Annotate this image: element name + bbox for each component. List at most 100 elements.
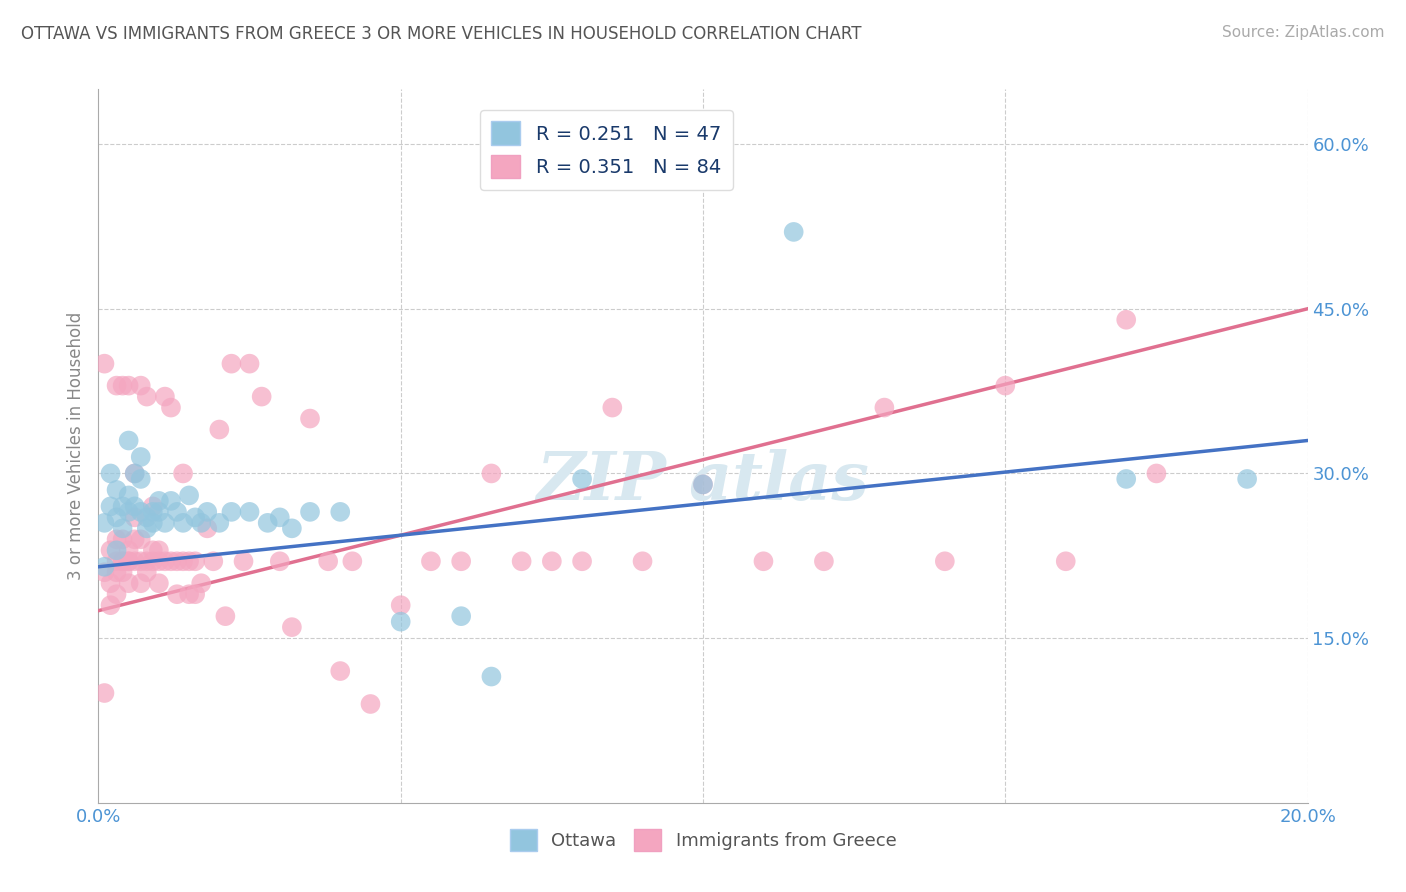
Point (299, 505, 322, 519)
Point (184, 554, 207, 568)
Point (129, 450, 152, 464)
Point (166, 587, 188, 601)
Point (571, 472, 593, 486)
Point (239, 357, 262, 371)
Point (783, 225, 806, 239)
Point (153, 516, 176, 530)
Point (111, 566, 134, 580)
Point (571, 554, 593, 568)
Point (93, 686, 115, 700)
Point (124, 533, 146, 547)
Point (142, 500, 165, 514)
Point (256, 516, 278, 530)
Point (118, 488, 141, 502)
Point (172, 554, 194, 568)
Point (93, 566, 115, 580)
Point (153, 554, 176, 568)
Point (179, 587, 201, 601)
Point (172, 516, 194, 530)
Point (1054, 554, 1077, 568)
Point (160, 401, 183, 415)
Point (118, 576, 141, 591)
Point (153, 390, 176, 404)
Point (1144, 467, 1167, 481)
Point (93, 516, 115, 530)
Point (160, 554, 183, 568)
Point (111, 500, 134, 514)
Point (329, 664, 352, 678)
Point (873, 401, 896, 415)
Point (100, 467, 122, 481)
Point (129, 576, 152, 591)
Point (111, 554, 134, 568)
Point (148, 505, 170, 519)
Point (124, 467, 146, 481)
Point (135, 510, 157, 524)
Point (934, 554, 956, 568)
Point (510, 554, 533, 568)
Text: OTTAWA VS IMMIGRANTS FROM GREECE 3 OR MORE VEHICLES IN HOUSEHOLD CORRELATION CHA: OTTAWA VS IMMIGRANTS FROM GREECE 3 OR MO… (21, 25, 862, 43)
Point (124, 554, 146, 568)
Point (692, 477, 714, 491)
Point (100, 576, 122, 591)
Y-axis label: 3 or more Vehicles in Household: 3 or more Vehicles in Household (66, 312, 84, 580)
Point (281, 620, 304, 634)
Point (124, 467, 146, 481)
Point (93, 559, 115, 574)
Point (994, 378, 1017, 392)
Point (269, 510, 291, 524)
Point (118, 543, 141, 558)
Point (208, 516, 231, 530)
Point (148, 543, 170, 558)
Point (105, 378, 128, 392)
Point (105, 554, 128, 568)
Point (118, 554, 141, 568)
Point (179, 554, 201, 568)
Point (135, 390, 157, 404)
Point (202, 554, 225, 568)
Point (129, 378, 152, 392)
Point (631, 554, 654, 568)
Point (813, 554, 835, 568)
Point (118, 505, 141, 519)
Point (118, 378, 141, 392)
Point (208, 423, 231, 437)
Point (190, 516, 212, 530)
Point (111, 554, 134, 568)
Point (214, 609, 236, 624)
Legend: Ottawa, Immigrants from Greece: Ottawa, Immigrants from Greece (502, 822, 904, 858)
Point (232, 554, 254, 568)
Point (420, 554, 443, 568)
Point (1236, 472, 1258, 486)
Point (1115, 472, 1137, 486)
Point (105, 483, 128, 497)
Point (105, 510, 128, 524)
Point (281, 521, 304, 535)
Point (105, 543, 128, 558)
Point (481, 669, 503, 683)
Point (299, 411, 322, 425)
Point (105, 566, 128, 580)
Point (135, 566, 157, 580)
Point (135, 521, 157, 535)
Point (692, 477, 714, 491)
Point (184, 587, 207, 601)
Point (118, 434, 141, 448)
Point (172, 467, 194, 481)
Point (389, 598, 412, 612)
Point (195, 505, 218, 519)
Point (100, 500, 122, 514)
Point (221, 357, 243, 371)
Point (221, 505, 243, 519)
Point (250, 390, 273, 404)
Point (148, 554, 170, 568)
Point (160, 494, 183, 508)
Point (105, 587, 128, 601)
Point (166, 505, 188, 519)
Point (111, 521, 134, 535)
Point (752, 554, 775, 568)
Text: Source: ZipAtlas.com: Source: ZipAtlas.com (1222, 25, 1385, 40)
Point (129, 472, 152, 486)
Point (316, 554, 339, 568)
Point (540, 554, 562, 568)
